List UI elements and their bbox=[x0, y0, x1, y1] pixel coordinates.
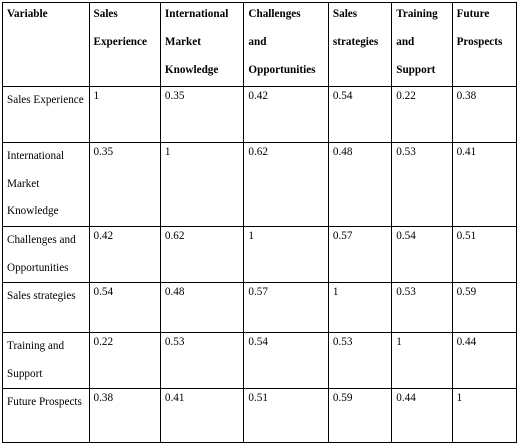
table-cell: 0.22 bbox=[88, 332, 161, 389]
row-label: Challenges and Opportunities bbox=[2, 226, 90, 283]
row-label: Future Prospects bbox=[2, 388, 90, 443]
table-cell: 0.54 bbox=[88, 282, 161, 333]
table-cell: 0.38 bbox=[451, 86, 518, 143]
table-cell: 0.57 bbox=[243, 282, 329, 333]
header-challenges-and-opportunities: Challenges and Opportunities bbox=[243, 2, 329, 87]
table-cell: 0.48 bbox=[159, 282, 245, 333]
table-row: Future Prospects 0.38 0.41 0.51 0.59 0.4… bbox=[2, 388, 518, 443]
table-cell: 0.44 bbox=[451, 332, 518, 389]
table-cell: 0.41 bbox=[451, 142, 518, 227]
table-cell: 0.59 bbox=[327, 388, 393, 443]
table-cell: 1 bbox=[391, 332, 453, 389]
table-cell: 0.59 bbox=[451, 282, 518, 333]
table-row: Sales strategies 0.54 0.48 0.57 1 0.53 0… bbox=[2, 282, 518, 333]
table-cell: 0.54 bbox=[243, 332, 329, 389]
header-sales-experience: Sales Experience bbox=[88, 2, 161, 87]
table-cell: 0.35 bbox=[159, 86, 245, 143]
table-cell: 0.62 bbox=[243, 142, 329, 227]
table-cell: 0.42 bbox=[243, 86, 329, 143]
table-cell: 0.53 bbox=[327, 332, 393, 389]
table-row: Challenges and Opportunities 0.42 0.62 1… bbox=[2, 226, 518, 283]
header-international-market-knowledge: International Market Knowledge bbox=[159, 2, 245, 87]
table-cell: 0.38 bbox=[88, 388, 161, 443]
row-label: Sales strategies bbox=[2, 282, 90, 333]
row-label: Sales Experience bbox=[2, 86, 90, 143]
header-training-and-support: Training and Support bbox=[391, 2, 453, 87]
table-cell: 0.53 bbox=[159, 332, 245, 389]
table-cell: 0.57 bbox=[327, 226, 393, 283]
table-cell: 1 bbox=[88, 86, 161, 143]
table-cell: 0.53 bbox=[391, 142, 453, 227]
table-cell: 1 bbox=[159, 142, 245, 227]
table-cell: 0.51 bbox=[451, 226, 518, 283]
table-cell: 0.22 bbox=[391, 86, 453, 143]
table-cell: 0.48 bbox=[327, 142, 393, 227]
table-cell: 0.53 bbox=[391, 282, 453, 333]
header-row: Variable Sales Experience International … bbox=[2, 2, 518, 87]
row-label: International Market Knowledge bbox=[2, 142, 90, 227]
table-cell: 0.42 bbox=[88, 226, 161, 283]
table-cell: 0.35 bbox=[88, 142, 161, 227]
table-cell: 0.54 bbox=[327, 86, 393, 143]
table-cell: 1 bbox=[327, 282, 393, 333]
table-row: International Market Knowledge 0.35 1 0.… bbox=[2, 142, 518, 227]
table-cell: 0.51 bbox=[243, 388, 329, 443]
table-row: Sales Experience 1 0.35 0.42 0.54 0.22 0… bbox=[2, 86, 518, 143]
table-cell: 0.62 bbox=[159, 226, 245, 283]
table-cell: 0.44 bbox=[391, 388, 453, 443]
header-sales-strategies: Sales strategies bbox=[327, 2, 393, 87]
row-label: Training and Support bbox=[2, 332, 90, 389]
table-cell: 1 bbox=[451, 388, 518, 443]
table-cell: 0.41 bbox=[159, 388, 245, 443]
table-cell: 0.54 bbox=[391, 226, 453, 283]
header-variable: Variable bbox=[2, 2, 90, 87]
table-row: Training and Support 0.22 0.53 0.54 0.53… bbox=[2, 332, 518, 389]
header-future-prospects: Future Prospects bbox=[451, 2, 518, 87]
table-cell: 1 bbox=[243, 226, 329, 283]
